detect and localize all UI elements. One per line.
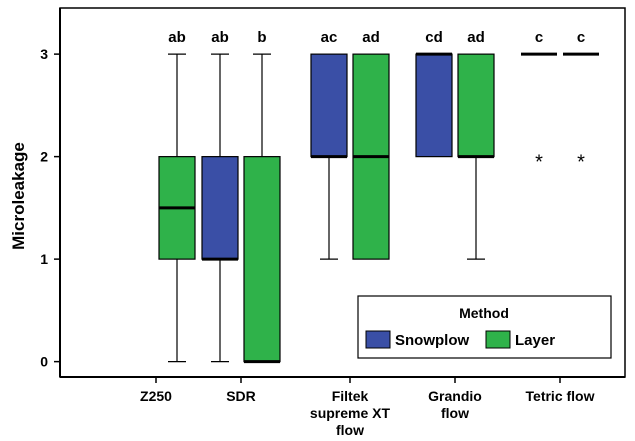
legend: Method Snowplow Layer xyxy=(357,295,612,359)
box-2: b xyxy=(243,29,281,364)
box-5: cd xyxy=(415,29,453,158)
box-6: ad xyxy=(457,29,495,260)
box-body xyxy=(243,156,281,363)
box-1: ab xyxy=(201,29,239,363)
group-letters: c xyxy=(577,29,585,46)
group-letters: c xyxy=(535,29,543,46)
group-letters: b xyxy=(257,29,266,46)
y-tick-label: 0 xyxy=(40,354,48,370)
y-axis-title: Microleakage xyxy=(9,142,28,250)
group-letters: ab xyxy=(168,29,186,46)
group-letters: ac xyxy=(321,29,338,46)
legend-label-snowplow: Snowplow xyxy=(395,332,469,349)
box-3: ac xyxy=(310,29,348,260)
group-letters: ad xyxy=(467,29,485,46)
x-tick-label: SDR xyxy=(226,388,256,404)
x-tick-label: Tetric flow xyxy=(526,388,595,404)
outlier-marker: * xyxy=(535,152,543,174)
y-tick-label: 3 xyxy=(40,46,48,62)
group-letters: ad xyxy=(362,29,380,46)
legend-label-layer: Layer xyxy=(515,332,555,349)
legend-swatch-layer xyxy=(485,330,511,349)
boxes: ab ab b ac ad cd ad*c*c xyxy=(158,29,599,364)
x-tick-label: supreme XT xyxy=(310,405,391,421)
box-body xyxy=(457,53,495,158)
box-body xyxy=(415,53,453,158)
legend-swatch-snowplow xyxy=(365,330,391,349)
group-letters: cd xyxy=(425,29,443,46)
x-tick-label: Grandio xyxy=(428,388,482,404)
box-7: *c xyxy=(521,29,557,174)
x-tick-label: Z250 xyxy=(140,388,172,404)
x-tick-label: flow xyxy=(336,422,364,438)
x-tick-label: flow xyxy=(441,405,469,421)
outlier-marker: * xyxy=(577,152,585,174)
y-tick-label: 2 xyxy=(40,149,48,165)
x-tick-label: Filtek xyxy=(332,388,369,404)
box-4: ad xyxy=(352,29,390,260)
y-tick-label: 1 xyxy=(40,251,48,267)
y-ticks: 0 1 2 3 xyxy=(40,46,60,370)
box-body xyxy=(310,53,348,158)
legend-box xyxy=(357,295,612,359)
legend-title: Method xyxy=(459,305,509,321)
group-letters: ab xyxy=(211,29,229,46)
box-0: ab xyxy=(158,29,196,363)
box-8: *c xyxy=(563,29,599,174)
box-body xyxy=(201,156,239,260)
